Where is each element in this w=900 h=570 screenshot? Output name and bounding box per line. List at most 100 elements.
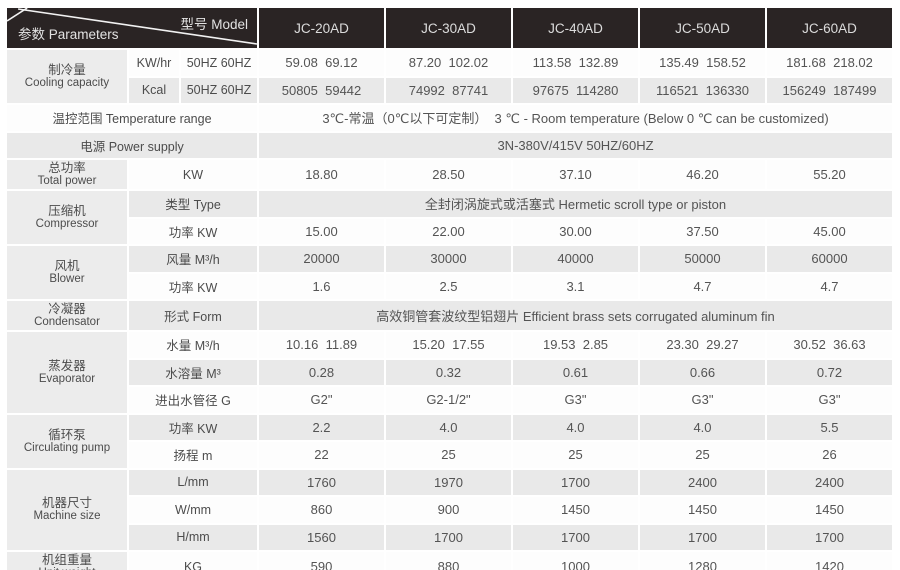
spec-value-cell: 1760 [259, 469, 384, 495]
spec-value-cell: 46.20 [640, 160, 765, 189]
spec-value-cell: 4.0 [640, 414, 765, 440]
row-power-supply: 电源 Power supply 3N-380V/415V 50HZ/60HZ [7, 132, 892, 158]
spec-value-cell: 1450 [513, 497, 638, 523]
spec-value-cell: 40000 [513, 246, 638, 272]
spec-value-cell: 18.80 [259, 160, 384, 189]
row-cooling-kw: 制冷量 Cooling capacity KW/hr 50HZ 60HZ 59.… [7, 50, 892, 103]
spec-value-cell: 1970 [386, 469, 511, 495]
spec-value-cell: G2-1/2" [386, 387, 511, 413]
row-sub-label: 类型 Type [129, 191, 257, 217]
spec-table: 型号 Model 参数 Parameters JC-20AD JC-30AD J… [5, 6, 894, 570]
group-label-compressor: 压缩机 Compressor [7, 191, 127, 244]
spec-value-cell: 30.00 [513, 218, 638, 244]
spec-value-cell: 1450 [640, 497, 765, 523]
row-cooling-kcal: Kcal 50HZ 60HZ 50805 59442 74992 87741 9… [7, 77, 892, 103]
row-sub-label: 功率 KW [129, 273, 257, 299]
spec-value-cell: 4.7 [767, 273, 892, 299]
row-sub-label: 功率 KW [129, 414, 257, 440]
spec-value-cell: 15.00 [259, 218, 384, 244]
group-label-unit-weight: 机组重量 Unit weight [7, 552, 127, 570]
spec-value-cell: 156249 187499 [767, 77, 892, 103]
group-label-zh: 总功率 [48, 161, 86, 175]
row-sub-label: 扬程 m [129, 442, 257, 468]
row-temperature-range: 温控范围 Temperature range 3℃-常温（0℃以下可定制） 3 … [7, 105, 892, 131]
corner-params-label: 参数 Parameters [18, 27, 119, 42]
row-size-l: 机器尺寸 Machine size L/mm 1760 1970 1700 24… [7, 469, 892, 550]
group-label-en: Total power [37, 175, 97, 187]
row-blower-power: 功率 KW 1.6 2.5 3.1 4.7 4.7 [7, 273, 892, 299]
spec-value-cell: 37.50 [640, 218, 765, 244]
row-blower-airflow: 风机 Blower 风量 M³/h 20000 30000 40000 5000… [7, 246, 892, 299]
spec-value-cell: 0.72 [767, 359, 892, 385]
spec-value-cell: G3" [640, 387, 765, 413]
model-header-jc50ad: JC-50AD [640, 8, 765, 48]
model-header-jc40ad: JC-40AD [513, 8, 638, 48]
row-condensator-form: 冷凝器 Condensator 形式 Form 高效铜管套波纹型铝翅片 Effi… [7, 301, 892, 330]
group-label-cooling: 制冷量 Cooling capacity [7, 50, 127, 103]
spec-value-cell: 2.5 [386, 273, 511, 299]
row-size-w: W/mm 860 900 1450 1450 1450 [7, 497, 892, 523]
spec-value-cell: 15.20 17.55 [386, 332, 511, 358]
spec-value-cell: 20000 [259, 246, 384, 272]
group-label-zh: 制冷量 [48, 63, 86, 77]
group-label-zh: 循环泵 [48, 427, 86, 442]
spec-value-cell: 116521 136330 [640, 77, 765, 103]
spec-value-cell: 900 [386, 497, 511, 523]
group-label-en: Condensator [34, 316, 100, 328]
spec-value-cell: 19.53 2.85 [513, 332, 638, 358]
group-label-total-power: 总功率 Total power [7, 160, 127, 189]
spec-value-cell: 28.50 [386, 160, 511, 189]
spec-value-cell: 50805 59442 [259, 77, 384, 103]
row-evaporator-volume: 水溶量 M³ 0.28 0.32 0.61 0.66 0.72 [7, 359, 892, 385]
spec-value-cell: 590 [259, 552, 384, 570]
group-label-circulating-pump: 循环泵 Circulating pump [7, 414, 127, 468]
span-value-cell: 高效铜管套波纹型铝翅片 Efficient brass sets corruga… [259, 301, 892, 330]
group-label-zh: 机组重量 [41, 553, 92, 567]
spec-value-cell: G2" [259, 387, 384, 413]
spec-value-cell: 1700 [513, 469, 638, 495]
spec-value-cell: G3" [767, 387, 892, 413]
group-label-en: Evaporator [38, 372, 96, 385]
row-size-h: H/mm 1560 1700 1700 1700 1700 [7, 524, 892, 550]
spec-value-cell: 113.58 132.89 [513, 50, 638, 76]
spec-value-cell: 87.20 102.02 [386, 50, 511, 76]
corner-model-label: 型号 Model [180, 17, 248, 32]
spec-value-cell: 45.00 [767, 218, 892, 244]
row-sub-label: 水溶量 M³ [129, 359, 257, 385]
group-label-zh: 冷凝器 [48, 302, 86, 316]
spec-value-cell: 22.00 [386, 218, 511, 244]
row-sub-label: KG [129, 552, 257, 570]
spec-value-cell: 2400 [767, 469, 892, 495]
spec-value-cell: 0.61 [513, 359, 638, 385]
row-total-power: 总功率 Total power KW 18.80 28.50 37.10 46.… [7, 160, 892, 189]
row-sub-label: KW [129, 160, 257, 189]
spec-value-cell: 1700 [640, 524, 765, 550]
group-label-en: Cooling capacity [24, 77, 110, 89]
spec-value-cell: 37.10 [513, 160, 638, 189]
spec-value-cell: 3.1 [513, 273, 638, 299]
group-label-zh: 蒸发器 [48, 358, 86, 373]
row-sub-label: 形式 Form [129, 301, 257, 330]
diagonal-divider [7, 8, 257, 45]
spec-value-cell: 59.08 69.12 [259, 50, 384, 76]
span-value-cell: 3N-380V/415V 50HZ/60HZ [259, 132, 892, 158]
spec-value-cell: 10.16 11.89 [259, 332, 384, 358]
spec-value-cell: 1700 [767, 524, 892, 550]
row-freq-label: 50HZ 60HZ [181, 77, 257, 103]
span-value-cell: 3℃-常温（0℃以下可定制） 3 ℃ - Room temperature (B… [259, 105, 892, 131]
row-label-temperature-range: 温控范围 Temperature range [7, 105, 257, 131]
corner-header-cell: 型号 Model 参数 Parameters [7, 8, 257, 48]
spec-value-cell: 1700 [513, 524, 638, 550]
row-pump-head: 扬程 m 22 25 25 25 26 [7, 442, 892, 468]
row-sub-label: H/mm [129, 524, 257, 550]
row-evaporator-pipe: 进出水管径 G G2" G2-1/2" G3" G3" G3" [7, 387, 892, 413]
row-sub-label: 风量 M³/h [129, 246, 257, 272]
spec-value-cell: 97675 114280 [513, 77, 638, 103]
group-label-en: Compressor [35, 218, 99, 230]
spec-value-cell: 22 [259, 442, 384, 468]
row-compressor-power: 功率 KW 15.00 22.00 30.00 37.50 45.00 [7, 218, 892, 244]
spec-value-cell: 181.68 218.02 [767, 50, 892, 76]
spec-value-cell: 1450 [767, 497, 892, 523]
model-header-jc20ad: JC-20AD [259, 8, 384, 48]
row-freq-label: 50HZ 60HZ [181, 50, 257, 76]
